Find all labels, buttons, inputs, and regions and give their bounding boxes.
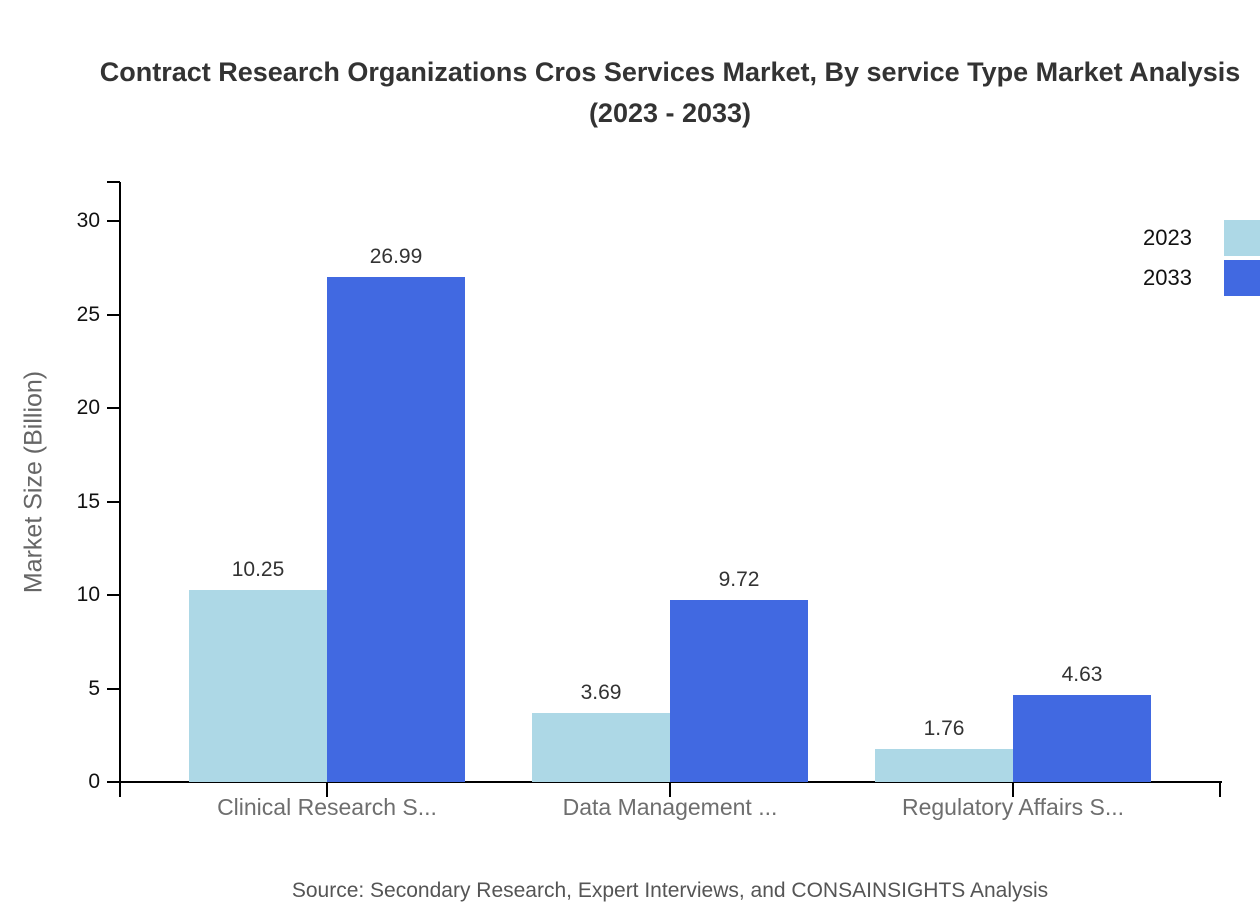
bar-2033 bbox=[670, 600, 808, 782]
y-tick bbox=[107, 313, 120, 316]
y-tick-label: 5 bbox=[88, 676, 100, 700]
value-label: 3.69 bbox=[580, 681, 622, 704]
legend-swatch-2023 bbox=[1224, 220, 1260, 256]
x-tick bbox=[1012, 782, 1014, 797]
legend-swatch-2033 bbox=[1224, 260, 1260, 296]
x-tick bbox=[326, 782, 328, 797]
y-tick bbox=[107, 407, 120, 409]
y-tick-label: 0 bbox=[88, 770, 100, 793]
x-axis-end-tick bbox=[1219, 782, 1221, 797]
legend-label: 2023 bbox=[1143, 225, 1192, 250]
value-label: 9.72 bbox=[718, 568, 760, 591]
legend: 2023 2033 bbox=[1010, 220, 1260, 300]
legend-item: 2033 bbox=[1010, 260, 1260, 296]
y-tick-label: 25 bbox=[76, 302, 100, 326]
chart-title: Contract Research Organizations Cros Ser… bbox=[99, 57, 1241, 128]
category-label: Regulatory Affairs S... bbox=[901, 794, 1124, 820]
y-tick bbox=[107, 500, 120, 503]
y-tick-label: 20 bbox=[76, 396, 100, 419]
bar-2033 bbox=[327, 277, 465, 782]
x-tick bbox=[669, 782, 671, 797]
y-axis-line bbox=[119, 182, 121, 797]
source-text: Source: Secondary Research, Expert Inter… bbox=[291, 879, 1049, 902]
value-label: 1.76 bbox=[923, 717, 965, 740]
y-tick bbox=[107, 220, 120, 222]
y-axis-cap bbox=[107, 181, 120, 183]
value-label: 4.63 bbox=[1061, 663, 1103, 686]
legend-item: 2023 bbox=[1010, 220, 1260, 256]
y-tick bbox=[107, 594, 120, 596]
y-tick bbox=[107, 781, 120, 783]
y-tick-label: 10 bbox=[76, 583, 100, 606]
category-label: Clinical Research S... bbox=[217, 794, 437, 820]
bar-2023 bbox=[189, 590, 327, 782]
y-tick-label: 15 bbox=[76, 489, 100, 513]
bar-2023 bbox=[532, 713, 670, 782]
legend-label: 2033 bbox=[1143, 265, 1192, 290]
bar-2023 bbox=[875, 749, 1013, 782]
bar-2033 bbox=[1013, 695, 1151, 782]
category-label: Data Management ... bbox=[562, 794, 778, 820]
value-label: 26.99 bbox=[369, 245, 423, 268]
value-label: 10.25 bbox=[231, 558, 285, 581]
y-tick-label: 30 bbox=[76, 209, 100, 232]
y-tick bbox=[107, 687, 120, 690]
